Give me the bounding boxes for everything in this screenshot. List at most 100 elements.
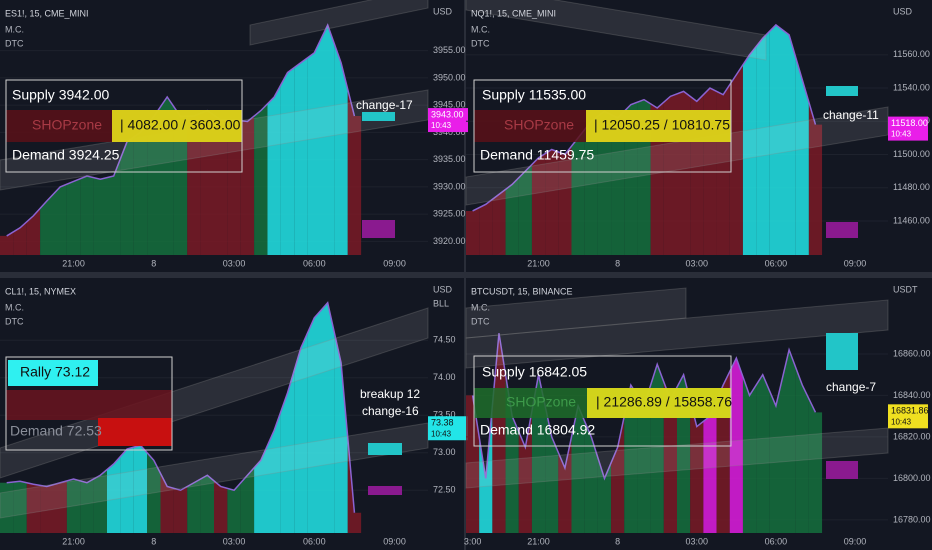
zone-box xyxy=(5,79,243,173)
signal-marker xyxy=(368,443,402,455)
range-box xyxy=(587,388,731,418)
area-segment xyxy=(93,177,107,255)
area-segment xyxy=(558,146,572,255)
area-segment xyxy=(120,447,134,533)
indicator-label: M.C. xyxy=(5,302,24,312)
area-segment xyxy=(173,106,188,256)
area-segment xyxy=(571,129,585,255)
indicator-label: M.C. xyxy=(5,24,24,34)
area-segment xyxy=(214,115,228,255)
indicator-label: M.C. xyxy=(471,302,490,312)
area-segment xyxy=(782,29,796,255)
area-segment xyxy=(280,67,295,255)
area-segment xyxy=(769,377,783,533)
x-tick-label: 21:00 xyxy=(527,536,550,546)
zone-demand: Demand 16804.92 xyxy=(480,422,595,438)
signal-marker xyxy=(826,86,858,96)
unit-label: USD xyxy=(433,6,453,16)
x-tick-label: 21:00 xyxy=(62,258,85,268)
area-segment xyxy=(624,385,638,533)
area-segment xyxy=(545,405,559,533)
area-segment xyxy=(597,457,612,533)
symbol-title: CL1!, 15, NYMEX xyxy=(5,286,76,296)
x-tick-label: 8 xyxy=(151,258,156,268)
range-box xyxy=(112,110,242,142)
area-segment xyxy=(107,456,121,533)
zone-box xyxy=(473,355,732,447)
zone-demand: Demand 11459.75 xyxy=(480,147,594,163)
zone-supply: Supply 16842.05 xyxy=(482,364,587,380)
y-tick-label: 11560.00 xyxy=(893,49,930,59)
area-segment xyxy=(347,89,362,255)
area-segment xyxy=(40,484,54,533)
zone-name: SHOPzone xyxy=(504,117,574,133)
x-tick-label: 8 xyxy=(615,536,620,546)
x-tick-label: 09:00 xyxy=(844,536,867,546)
area-segment xyxy=(254,445,268,533)
area-segment xyxy=(107,158,121,255)
area-segment xyxy=(597,111,612,255)
y-tick-label: 73.00 xyxy=(433,447,456,457)
indicator-label: DTC xyxy=(5,316,24,326)
x-tick-label: 21:00 xyxy=(62,536,85,546)
price-tag-label: 16831.86 xyxy=(891,406,929,416)
y-tick-label: 3935.00 xyxy=(433,154,466,164)
symbol-title: NQ1!, 15, CME_MINI xyxy=(471,8,556,18)
x-tick-label: 03:00 xyxy=(686,258,709,268)
area-segment xyxy=(729,64,743,256)
trend-channel xyxy=(465,287,687,339)
area-segment xyxy=(637,385,651,533)
area-segment xyxy=(321,25,335,255)
price-tag-label: 11518.00 xyxy=(891,118,928,128)
y-tick-label: 3955.00 xyxy=(433,45,466,55)
area-segment xyxy=(756,374,770,533)
annotation: change-17 xyxy=(356,98,413,112)
y-tick-label: 11460.00 xyxy=(893,215,930,225)
area-segment xyxy=(729,358,743,533)
area-segment xyxy=(294,57,308,255)
x-tick-label: 03:00 xyxy=(223,536,246,546)
area-segment xyxy=(173,486,188,533)
zone-demand: Demand 72.53 xyxy=(10,423,102,439)
signal-marker xyxy=(826,333,858,370)
zone-band xyxy=(6,390,172,420)
zone-rally: Rally 73.12 xyxy=(20,364,90,380)
y-tick-label: 11500.00 xyxy=(893,149,930,159)
area-segment xyxy=(769,24,783,256)
area-segment xyxy=(66,178,81,255)
price-tag-countdown: 10:43 xyxy=(431,429,452,438)
price-tag-label: 3943.00 xyxy=(431,109,464,119)
indicator-label: DTC xyxy=(5,38,24,48)
area-segment xyxy=(254,103,268,255)
area-segment xyxy=(133,124,148,255)
y-tick-label: 3925.00 xyxy=(433,209,466,219)
area-segment xyxy=(611,111,625,255)
price-tag xyxy=(888,116,928,141)
area-segment xyxy=(240,116,255,255)
area-segment xyxy=(294,332,308,533)
price-tag-label: 73.38 xyxy=(431,418,454,428)
annotation: change-7 xyxy=(826,380,876,394)
area-segment xyxy=(26,208,41,255)
price-line xyxy=(6,301,356,513)
zone-box xyxy=(473,79,732,173)
area-segment xyxy=(53,480,67,533)
area-segment xyxy=(280,370,295,533)
area-segment xyxy=(756,31,770,255)
price-tag-countdown: 10:43 xyxy=(891,417,912,426)
area-segment xyxy=(492,189,506,255)
area-segment xyxy=(518,164,532,255)
area-segment xyxy=(531,153,546,255)
area-segment xyxy=(93,469,107,533)
annotation: breakup 12 xyxy=(360,387,420,401)
area-segment xyxy=(808,398,823,533)
zone-name: SHOPzone xyxy=(506,394,576,410)
area-segment xyxy=(795,367,809,533)
area-segment xyxy=(13,481,27,533)
area-segment xyxy=(545,149,559,255)
y-tick-label: 74.50 xyxy=(433,335,456,345)
area-segment xyxy=(571,405,585,533)
area-segment xyxy=(200,110,214,255)
unit-label: USD xyxy=(893,6,913,16)
area-segment xyxy=(466,395,480,533)
